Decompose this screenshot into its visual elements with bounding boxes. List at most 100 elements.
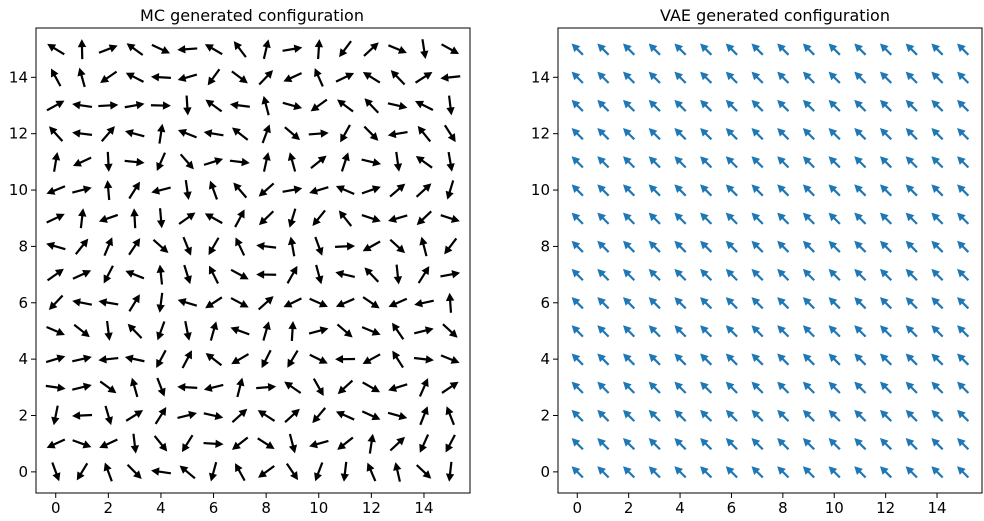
mc-arrow-field [45,39,461,482]
mc-spin-arrow [229,157,250,167]
vae-spin-arrow [648,438,661,451]
mc-spin-arrow [179,153,194,170]
mc-spin-arrow [416,210,432,226]
vae-spin-arrow [905,71,918,84]
vae-spin-arrow [879,43,893,56]
mc-spin-arrow [414,299,434,308]
vae-spin-arrow [802,297,815,310]
vae-x-tick-label: 6 [727,499,737,517]
mc-spin-arrow [104,320,113,341]
vae-spin-arrow [777,240,790,253]
vae-spin-arrow [623,381,636,394]
mc-spin-arrow [127,323,143,339]
mc-spin-arrow [286,265,298,284]
mc-spin-arrow [335,72,355,83]
mc-y-tick-label: 2 [18,407,28,425]
vae-spin-arrow [879,353,893,366]
vae-spin-arrow [777,353,790,366]
vae-spin-arrow [828,240,841,253]
vae-spin-arrow [700,99,713,112]
mc-spin-arrow [284,381,302,394]
vae-spin-arrow [957,184,970,197]
vae-spin-arrow [597,409,610,422]
mc-spin-arrow [440,43,460,54]
mc-spin-arrow [314,462,324,482]
vae-spin-arrow [674,99,687,112]
mc-spin-arrow [99,438,118,449]
vae-spin-arrow [802,409,815,422]
vae-spin-arrow [777,71,790,84]
mc-spin-arrow [282,101,303,111]
mc-spin-arrow [181,434,194,453]
mc-spin-arrow [45,354,66,364]
vae-spin-arrow [623,353,636,366]
vae-spin-arrow [725,438,738,451]
mc-spin-arrow [392,350,404,369]
mc-spin-arrow [419,406,429,426]
mc-spin-arrow [258,465,275,478]
vae-spin-arrow [725,381,738,394]
vae-x-tick-label: 0 [572,499,582,517]
mc-spin-arrow [387,101,408,111]
vae-spin-arrow [828,212,841,225]
vae-spin-arrow [802,43,815,56]
mc-spin-arrow [99,380,117,394]
vae-spin-arrow [854,268,867,282]
vae-spin-arrow [828,466,841,479]
vae-spin-arrow [623,297,636,310]
vae-spin-arrow [648,268,661,282]
mc-spin-arrow [205,296,223,309]
vae-spin-arrow [571,99,584,112]
mc-spin-arrow [282,185,303,194]
mc-spin-arrow [256,270,277,279]
mc-spin-arrow [157,123,166,144]
vae-spin-arrow [879,381,893,394]
mc-spin-arrow [283,297,302,308]
vae-spin-arrow [623,268,636,282]
vae-spin-arrow [828,71,841,84]
vae-spin-arrow [828,156,841,169]
mc-spin-arrow [72,129,93,138]
vae-spin-arrow [597,212,610,225]
mc-spin-arrow [445,461,455,482]
mc-spin-arrow [367,433,376,454]
vae-spin-arrow [854,240,867,253]
vae-spin-arrow [571,466,584,479]
mc-spin-arrow [362,381,381,393]
vae-spin-arrow [751,43,764,56]
vae-spin-arrow [700,466,713,479]
vae-spin-arrow [571,353,584,366]
vae-spin-arrow [777,381,790,394]
vae-spin-arrow [777,128,790,141]
mc-spin-arrow [282,44,303,53]
vae-spin-arrow [700,43,713,56]
vae-spin-arrow [648,156,661,169]
mc-spin-arrow [442,323,458,338]
vae-spin-arrow [879,156,893,169]
vae-spin-arrow [931,99,944,112]
mc-spin-arrow [288,433,298,454]
vae-spin-arrow [931,128,944,141]
mc-y-tick-label: 6 [18,294,28,312]
vae-spin-arrow [828,43,841,56]
mc-spin-arrow [203,157,224,166]
vae-spin-arrow [725,466,738,479]
mc-spin-arrow [156,377,166,397]
mc-spin-arrow [308,326,329,335]
mc-spin-arrow [309,297,328,308]
vae-spin-arrow [700,71,713,84]
mc-spin-arrow [337,436,354,450]
mc-spin-arrow [46,325,65,336]
mc-spin-arrow [231,127,249,141]
vae-spin-arrow [957,212,970,225]
vae-y-tick-label: 2 [540,407,550,425]
vae-spin-arrow [571,43,584,56]
mc-spin-arrow [262,39,271,60]
vae-spin-arrow [854,466,867,479]
mc-spin-arrow [156,349,167,368]
vae-spin-arrow [802,325,815,338]
mc-spin-arrow [308,129,329,138]
vae-spin-arrow [931,268,944,282]
vae-spin-arrow [571,128,584,141]
